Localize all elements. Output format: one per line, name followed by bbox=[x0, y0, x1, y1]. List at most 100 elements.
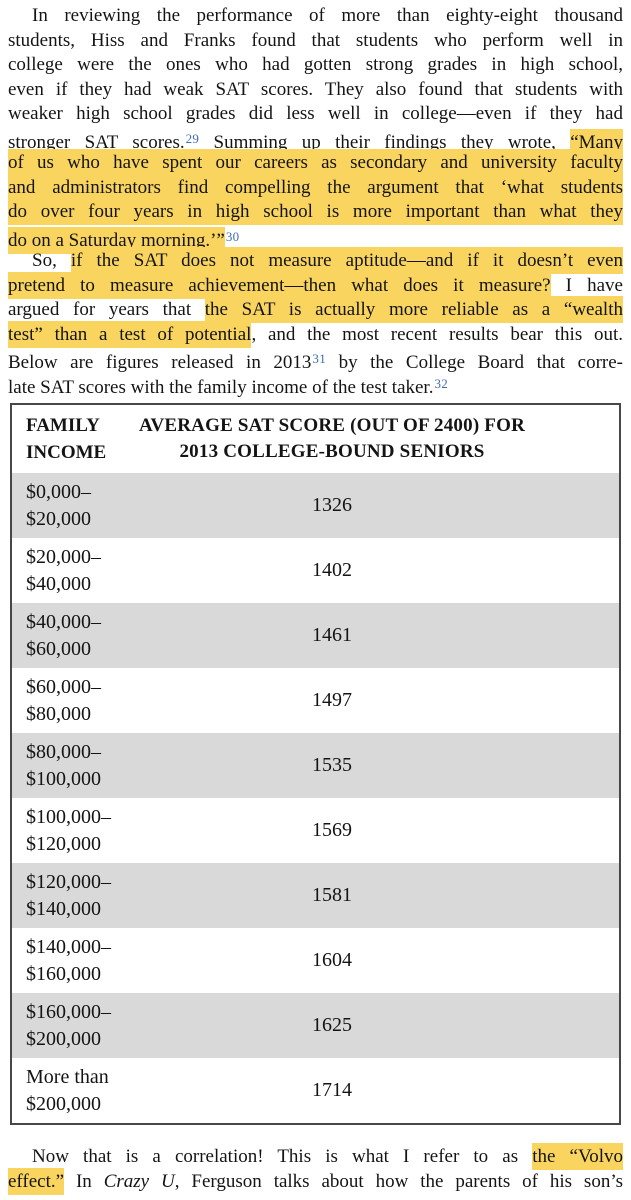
text-line: college were the ones who had gotten str… bbox=[8, 53, 623, 78]
table-row: $60,000– $80,000 1497 bbox=[12, 668, 619, 733]
score-cell: 1604 bbox=[312, 949, 352, 971]
sat-score-header-line: AVERAGE SAT SCORE (OUT OF 2400) FOR bbox=[139, 415, 525, 436]
table-header-row: FAMILY INCOME AVERAGE SAT SCORE (OUT OF 24… bbox=[12, 405, 619, 473]
income-cell-line: $20,000– bbox=[26, 545, 101, 568]
text-segment: college were the ones who had gotten str… bbox=[8, 54, 623, 75]
text-line: weaker high school grades did less well … bbox=[8, 102, 623, 127]
sat-score-header-line: 2013 COLLEGE-BOUND SENIORS bbox=[179, 441, 485, 462]
score-cell: 1497 bbox=[312, 689, 352, 711]
income-cell-line: $0,000– bbox=[26, 480, 91, 503]
highlighted-text: the “Volvo bbox=[532, 1143, 623, 1170]
income-cell-line: $200,000 bbox=[26, 1027, 101, 1050]
table-row: $40,000– $60,000 1461 bbox=[12, 603, 619, 668]
score-cell: 1714 bbox=[312, 1079, 352, 1101]
income-sat-table: FAMILY INCOME AVERAGE SAT SCORE (OUT OF 24… bbox=[10, 403, 621, 1125]
text-segment: Summing up their findings they wrote, bbox=[199, 131, 571, 153]
income-cell: $120,000– $140,000 bbox=[12, 869, 132, 923]
score-cell: 1625 bbox=[312, 1014, 352, 1036]
income-cell: $140,000– $160,000 bbox=[12, 934, 132, 988]
text-line: argued for years that the SAT is actuall… bbox=[8, 296, 623, 323]
score-cell: 1461 bbox=[312, 624, 352, 646]
income-cell-line: $40,000 bbox=[26, 572, 91, 595]
text-segment: students, Hiss and Franks found that stu… bbox=[8, 29, 623, 51]
text-segment: weaker high school grades did less well … bbox=[8, 103, 623, 124]
text-segment: In reviewing the performance of more tha… bbox=[32, 5, 623, 26]
text-segment: , Ferguson talks about how the parents o… bbox=[174, 1170, 623, 1192]
text-line: late SAT scores with the family income o… bbox=[8, 372, 623, 398]
income-cell-line: $120,000 bbox=[26, 832, 101, 855]
income-cell-line: $80,000– bbox=[26, 740, 101, 763]
family-income-header: FAMILY INCOME bbox=[12, 412, 132, 466]
table-row: $0,000– $20,000 1326 bbox=[12, 473, 619, 538]
text-line: stronger SAT scores.29 Summing up their … bbox=[8, 127, 623, 156]
score-cell: 1569 bbox=[312, 819, 352, 841]
income-cell-line: $160,000– bbox=[26, 1000, 111, 1023]
text-line: effect.” In Crazy U, Ferguson talks abou… bbox=[8, 1167, 623, 1195]
income-cell-line: $200,000 bbox=[26, 1092, 101, 1115]
highlighted-text: pretend to measure achievement—then what… bbox=[8, 271, 551, 299]
footnote-ref-30[interactable]: 30 bbox=[225, 228, 240, 244]
text-segment: I have bbox=[550, 274, 623, 296]
income-cell: $60,000– $80,000 bbox=[12, 674, 132, 728]
table-row: $100,000– $120,000 1569 bbox=[12, 798, 619, 863]
text-segment: , and the most recent results bear this … bbox=[251, 323, 623, 345]
text-line: test” than a test of potential, and the … bbox=[8, 320, 623, 348]
income-cell: More than $200,000 bbox=[12, 1064, 132, 1118]
score-cell: 1581 bbox=[312, 884, 352, 906]
highlighted-text: the SAT is actually more reliable as a “… bbox=[204, 296, 623, 323]
body-text-top: In reviewing the performance of more tha… bbox=[0, 0, 631, 398]
table-row: More than $200,000 1714 bbox=[12, 1058, 619, 1123]
text-segment: In bbox=[64, 1170, 104, 1192]
income-cell: $0,000– $20,000 bbox=[12, 479, 132, 533]
income-cell-line: $80,000 bbox=[26, 702, 91, 725]
text-line: In reviewing the performance of more tha… bbox=[8, 4, 623, 29]
table-row: $20,000– $40,000 1402 bbox=[12, 538, 619, 603]
text-segment: argued for years that bbox=[8, 299, 205, 320]
footnote-ref-32[interactable]: 32 bbox=[434, 375, 449, 391]
highlighted-text: and administrators find compelling the a… bbox=[8, 173, 623, 201]
highlighted-text: if the SAT does not measure aptitude—and… bbox=[70, 247, 623, 274]
income-cell-line: $100,000– bbox=[26, 805, 111, 828]
text-line: Now that is a correlation! This is what … bbox=[8, 1143, 623, 1170]
text-line: of us who have spent our careers as seco… bbox=[8, 149, 623, 176]
income-cell-line: $140,000 bbox=[26, 897, 101, 920]
income-cell-line: $60,000 bbox=[26, 637, 91, 660]
highlighted-text: effect.” bbox=[8, 1167, 65, 1195]
table-row: $140,000– $160,000 1604 bbox=[12, 928, 619, 993]
income-cell: $100,000– $120,000 bbox=[12, 804, 132, 858]
footnote-ref-31[interactable]: 31 bbox=[312, 351, 327, 366]
footnote-ref-29[interactable]: 29 bbox=[185, 130, 200, 146]
sat-score-header: AVERAGE SAT SCORE (OUT OF 2400) FOR 2013 … bbox=[132, 413, 532, 465]
income-cell-line: $140,000– bbox=[26, 935, 111, 958]
text-segment: Below are figures released in 2013 bbox=[8, 352, 312, 373]
text-segment: So, bbox=[32, 250, 71, 271]
text-segment: Crazy U bbox=[103, 1170, 175, 1192]
highlighted-text: of us who have spent our careers as seco… bbox=[8, 149, 623, 176]
text-line: even if they had weak SAT scores. They a… bbox=[8, 78, 623, 103]
income-cell-line: $100,000 bbox=[26, 767, 101, 790]
text-line: do on a Saturday morning.’”30 bbox=[8, 225, 623, 254]
income-cell-line: $40,000– bbox=[26, 610, 101, 633]
income-cell-line: $160,000 bbox=[26, 962, 101, 985]
highlighted-text: test” than a test of potential bbox=[8, 320, 252, 348]
income-cell-line: More than bbox=[26, 1065, 109, 1088]
text-segment: even if they had weak SAT scores. They a… bbox=[8, 78, 623, 100]
text-line: students, Hiss and Franks found that stu… bbox=[8, 29, 623, 54]
text-segment: stronger SAT scores. bbox=[8, 131, 185, 153]
text-segment: Now that is a correlation! This is what … bbox=[32, 1146, 533, 1167]
score-cell: 1326 bbox=[312, 494, 352, 516]
table-row: $160,000– $200,000 1625 bbox=[12, 993, 619, 1058]
income-cell: $80,000– $100,000 bbox=[12, 739, 132, 793]
family-income-header-line: INCOME bbox=[26, 442, 107, 463]
text-line: pretend to measure achievement—then what… bbox=[8, 271, 623, 299]
family-income-header-line: FAMILY bbox=[26, 415, 100, 436]
text-segment: by the College Board that corre- bbox=[326, 352, 623, 373]
text-line: So, if the SAT does not measure aptitude… bbox=[8, 247, 623, 274]
text-line: do over four years in high school is mor… bbox=[8, 198, 623, 225]
income-cell: $160,000– $200,000 bbox=[12, 999, 132, 1053]
highlighted-text: do over four years in high school is mor… bbox=[8, 198, 623, 225]
table-row: $80,000– $100,000 1535 bbox=[12, 733, 619, 798]
income-cell-line: $120,000– bbox=[26, 870, 111, 893]
income-cell: $20,000– $40,000 bbox=[12, 544, 132, 598]
score-cell: 1402 bbox=[312, 559, 352, 581]
